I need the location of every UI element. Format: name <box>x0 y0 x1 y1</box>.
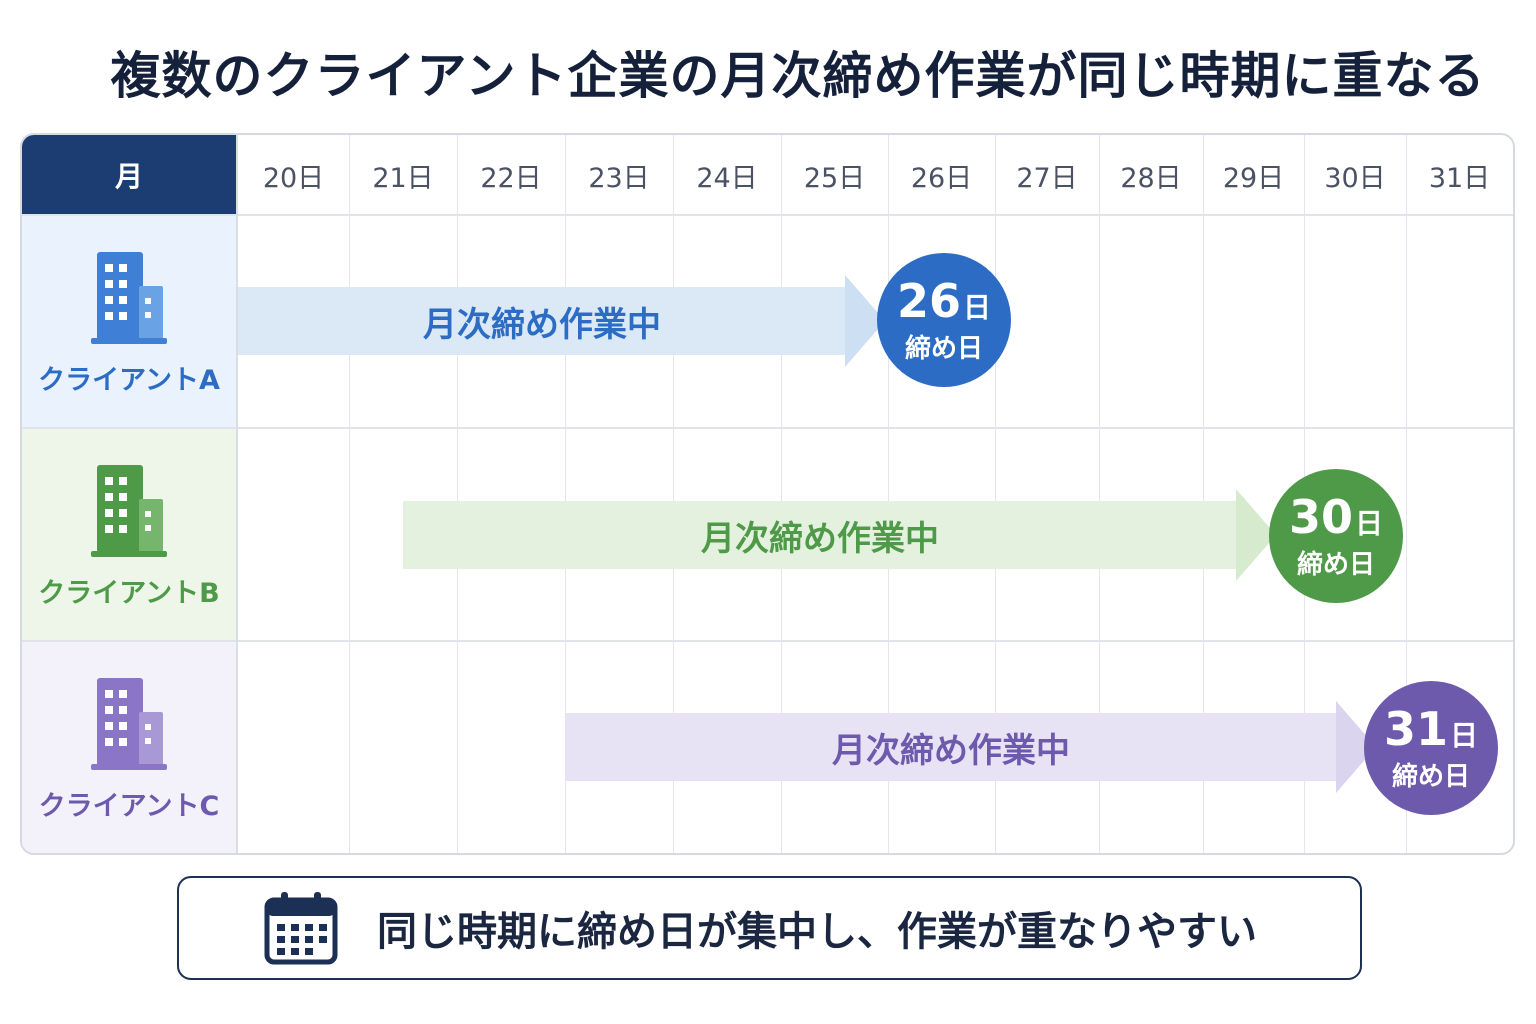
note-text: 同じ時期に締め日が集中し、作業が重なりやすい <box>377 909 1257 955</box>
building-icon <box>91 252 167 344</box>
deadline-number: 26 <box>896 273 961 328</box>
deadline-unit: 日 <box>1355 506 1384 540</box>
day-header: 25日 <box>803 162 866 194</box>
work-arrow-a: 月次締め作業中 <box>238 275 886 367</box>
client-row-a: クライアントA <box>22 216 236 427</box>
day-header: 28日 <box>1120 162 1182 194</box>
client-name: クライアントC <box>38 791 220 822</box>
work-arrow-b: 月次締め作業中 <box>403 489 1277 581</box>
deadline-badge-b: 30日 締め日 <box>1269 469 1403 603</box>
summary-note: 同じ時期に締め日が集中し、作業が重なりやすい <box>177 876 1362 980</box>
client-row-b: クライアントB <box>22 429 236 640</box>
work-label: 月次締め作業中 <box>238 287 846 355</box>
day-header: 20日 <box>262 162 325 194</box>
client-name: クライアントA <box>38 365 220 396</box>
building-icon <box>91 465 167 557</box>
day-header: 22日 <box>480 162 542 194</box>
deadline-number: 30 <box>1288 489 1353 544</box>
page-title: 複数のクライアント企業の月次締め作業が同じ時期に重なる <box>110 47 1486 105</box>
deadline-label: 締め日 <box>904 333 983 364</box>
day-header: 21日 <box>372 162 434 194</box>
deadline-badge-c: 31日 締め日 <box>1364 681 1498 815</box>
day-header: 29日 <box>1222 162 1285 194</box>
day-header: 26日 <box>910 162 973 194</box>
deadline-unit: 日 <box>1450 718 1479 752</box>
work-label: 月次締め作業中 <box>565 713 1337 781</box>
day-header: 30日 <box>1324 162 1386 194</box>
day-header: 24日 <box>696 162 758 194</box>
day-header: 23日 <box>588 162 650 194</box>
day-header: 31日 <box>1428 162 1491 194</box>
work-arrow-c: 月次締め作業中 <box>565 701 1377 793</box>
deadline-badge-a: 26日 締め日 <box>877 253 1011 387</box>
deadline-label: 締め日 <box>1296 549 1375 580</box>
deadline-label: 締め日 <box>1391 761 1470 792</box>
schedule-board: 月 20日 21日 22日 23日 24日 25日 26日 27日 28日 29… <box>20 133 1515 855</box>
day-header: 27日 <box>1016 162 1078 194</box>
month-header: 月 <box>22 135 236 215</box>
building-icon <box>91 678 167 770</box>
deadline-number: 31 <box>1383 701 1448 756</box>
deadline-unit: 日 <box>963 290 992 324</box>
calendar-icon <box>264 892 338 965</box>
work-label: 月次締め作業中 <box>403 501 1237 569</box>
client-row-c: クライアントC <box>22 642 236 853</box>
client-name: クライアントB <box>38 578 220 609</box>
